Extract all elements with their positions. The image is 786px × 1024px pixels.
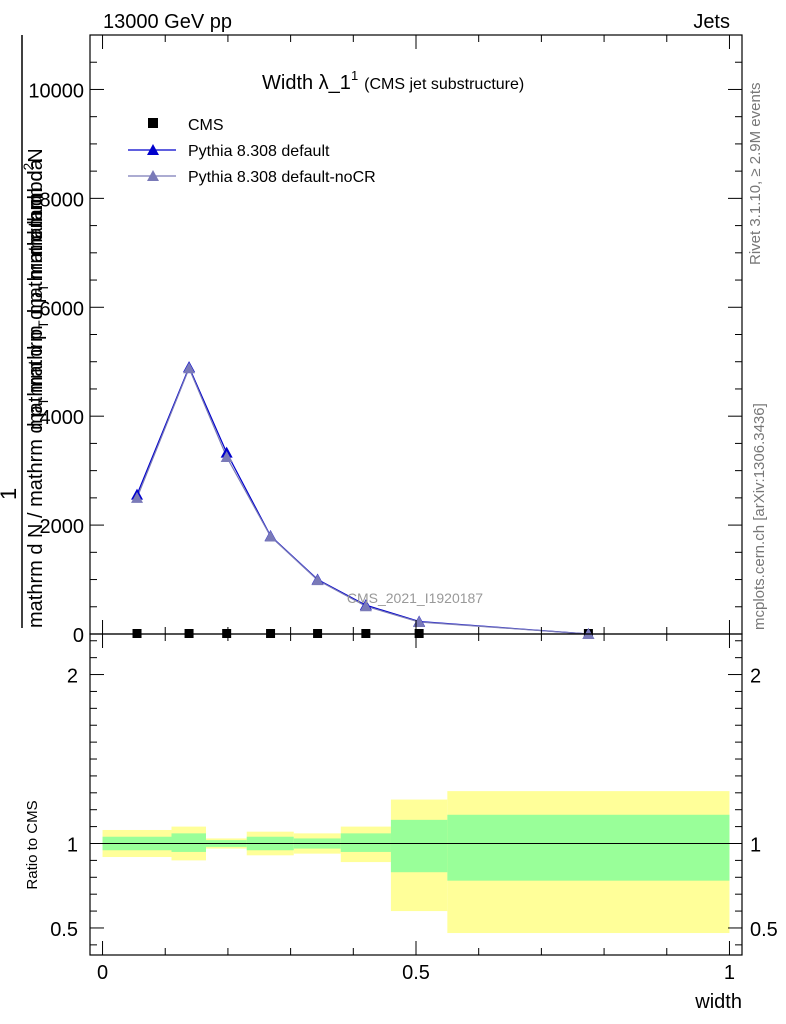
ratio-tick-label-left: 2 (67, 666, 78, 688)
series-point-2 (131, 491, 144, 503)
rivet-label: Rivet 3.1.10, ≥ 2.9M events (747, 83, 764, 266)
y-axis-label: mathrm d2N mathrm d pT mathrm d lambda 1… (0, 35, 51, 628)
main-panel: 0 2000 4000 6000 8000 10000 (28, 34, 743, 647)
mcplots-label: mcplots.cern.ch [arXiv:1306.3436] (751, 403, 768, 630)
x-tick-label: 0 (97, 962, 108, 984)
ratio-band-inner (390, 819, 448, 873)
legend: CMS Pythia 8.308 default Pythia 8.308 de… (128, 117, 376, 186)
legend-label-nocr: Pythia 8.308 default-noCR (188, 169, 376, 186)
series-point-2 (183, 362, 196, 374)
series-point-2 (264, 530, 277, 542)
svg-text:mathrm d pT mathrm d lambda: mathrm d pT mathrm d lambda (25, 158, 51, 430)
ratio-tick-label-right: 0.5 (750, 919, 778, 941)
legend-label-default: Pythia 8.308 default (188, 143, 330, 160)
ratio-tick-label-left: 0.5 (50, 919, 78, 941)
svg-text:mathrm d N / mathrm d pTmathrm: mathrm d N / mathrm d pTmathrm d pTmathr… (25, 195, 51, 628)
x-tick-label: 0.5 (402, 962, 430, 984)
ratio-band-inner (340, 833, 391, 852)
series-point-2 (359, 600, 372, 612)
legend-marker-default (147, 144, 159, 155)
y-tick-label: 8000 (40, 189, 85, 211)
series-point-2 (220, 451, 233, 463)
ratio-band-inner (171, 833, 206, 852)
series-point-2 (311, 574, 324, 586)
ratio-tick-label-left: 1 (67, 834, 78, 856)
y-tick-label: 6000 (40, 298, 85, 320)
y-tick-label: 10000 (28, 80, 84, 102)
y-tick-label: 0 (73, 625, 84, 647)
header-category: Jets (693, 11, 730, 33)
y-tick-label: 2000 (40, 516, 85, 538)
series-line-2 (136, 366, 589, 635)
y-tick-label: 4000 (40, 407, 85, 429)
legend-marker-nocr (147, 170, 159, 181)
ratio-y-label: Ratio to CMS (24, 800, 41, 889)
ratio-panel: 0 0.5 1 0.5 0.5 1 1 2 2 (50, 633, 778, 984)
x-axis-label: width (694, 991, 742, 1013)
legend-marker-cms (148, 118, 158, 128)
ratio-tick-label-right: 2 (750, 666, 761, 688)
svg-text:1: 1 (0, 488, 21, 500)
x-tick-label: 1 (724, 962, 735, 984)
chart-title: Width λ_11(CMS jet substructure) (262, 68, 524, 94)
ratio-band-inner (447, 814, 730, 881)
analysis-watermark: CMS_2021_I1920187 (347, 590, 483, 606)
header-energy: 13000 GeV pp (103, 11, 232, 33)
ratio-tick-label-right: 1 (750, 834, 761, 856)
legend-label-cms: CMS (188, 117, 224, 134)
svg-text:mathrm d2N: mathrm d2N (20, 148, 47, 255)
